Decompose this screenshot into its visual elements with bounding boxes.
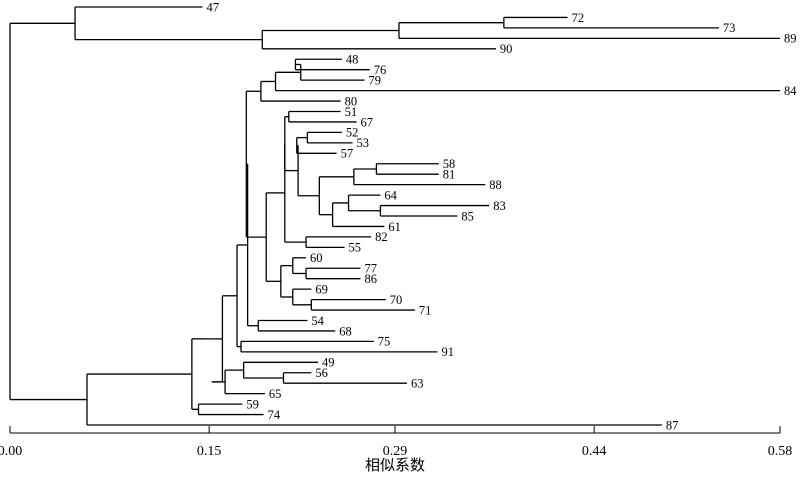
x-axis: 0.00 0.15 0.29 0.44 0.58	[0, 426, 792, 459]
leaf-label-64: 64	[384, 188, 397, 202]
leaf-label-72: 72	[572, 11, 585, 25]
leaf-label-68: 68	[339, 324, 352, 338]
leaf-label-90: 90	[500, 42, 513, 56]
leaf-label-82: 82	[375, 230, 388, 244]
leaf-label-83: 83	[493, 199, 506, 213]
leaf-label-51: 51	[345, 105, 358, 119]
leaf-label-80: 80	[345, 94, 358, 108]
leaf-label-77: 77	[364, 262, 377, 276]
leaf-label-58: 58	[443, 157, 456, 171]
leaf-label-59: 59	[246, 397, 258, 411]
leaf-label-81: 81	[443, 168, 456, 182]
leaf-label-48: 48	[346, 53, 359, 67]
leaf-label-70: 70	[390, 293, 403, 307]
leaf-label-76: 76	[374, 63, 387, 77]
leaf-label-63: 63	[411, 377, 424, 391]
leaf-label-47: 47	[207, 0, 220, 14]
leaf-label-88: 88	[489, 178, 502, 192]
leaf-label-71: 71	[419, 303, 432, 317]
leaf-label-57: 57	[341, 147, 354, 161]
leaf-label-49: 49	[322, 356, 335, 370]
leaf-label-79: 79	[368, 73, 381, 87]
x-tick-label: 0.15	[197, 444, 222, 459]
leaf-label-67: 67	[361, 115, 374, 129]
leaf-label-86: 86	[364, 272, 377, 286]
leaf-label-84: 84	[784, 84, 797, 98]
leaf-label-55: 55	[349, 241, 362, 255]
leaf-label-56: 56	[315, 366, 328, 380]
x-axis-title: 相似系数	[365, 456, 425, 474]
x-tick-label: 0.44	[582, 444, 607, 459]
leaf-label-73: 73	[723, 21, 736, 35]
leaf-label-52: 52	[346, 126, 359, 140]
leaf-label-54: 54	[311, 314, 324, 328]
cluster-tree	[9, 6, 780, 426]
leaf-label-53: 53	[357, 136, 370, 150]
x-tick-label: 0.58	[768, 444, 793, 459]
leaf-label-69: 69	[315, 282, 328, 296]
leaf-label-75: 75	[378, 335, 391, 349]
x-tick-label: 0.29	[383, 444, 408, 459]
leaf-label-85: 85	[461, 209, 474, 223]
leaf-label-87: 87	[666, 418, 679, 432]
leaf-label-61: 61	[388, 220, 401, 234]
x-tick-label: 0.00	[0, 444, 22, 459]
leaf-label-89: 89	[784, 32, 797, 46]
leaf-label-74: 74	[268, 408, 281, 422]
leaf-label-65: 65	[269, 387, 282, 401]
leaf-label-60: 60	[310, 251, 323, 265]
leaf-label-91: 91	[441, 345, 454, 359]
